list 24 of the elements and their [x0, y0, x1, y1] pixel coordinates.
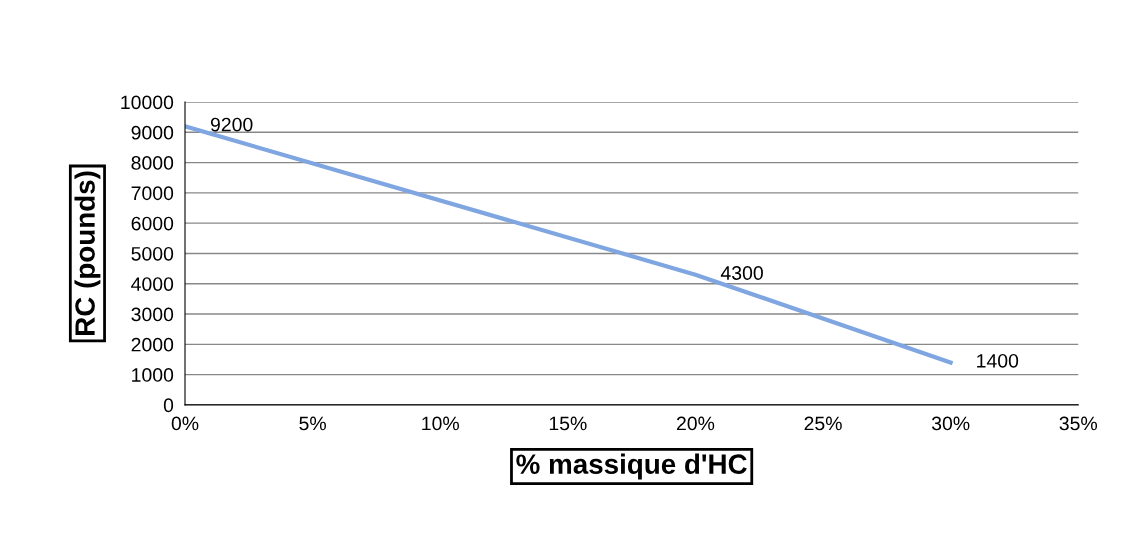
y-tick-label: 0 [163, 398, 174, 413]
x-tick-label: 30% [931, 416, 970, 431]
x-tick-label: 15% [549, 416, 587, 431]
x-tick-label: 35% [1059, 416, 1098, 431]
x-axis-title: % massique d'HC [516, 453, 747, 480]
data-label: 4300 [720, 266, 763, 280]
y-tick-label: 2000 [131, 337, 174, 352]
y-tick-label: 4000 [131, 277, 174, 291]
y-tick-label: 6000 [131, 216, 174, 231]
x-tick-label: 5% [299, 416, 326, 431]
data-label: 9200 [210, 117, 253, 132]
y-axis-title: RC (pounds) [74, 171, 101, 335]
x-tick-label: 0% [171, 416, 199, 431]
y-tick-label: 1000 [132, 368, 174, 382]
y-tick-label: 5000 [131, 246, 174, 261]
y-tick-label: 9000 [131, 125, 174, 140]
y-tick-label: 10000 [121, 95, 174, 110]
y-tick-label: 8000 [131, 156, 174, 170]
y-tick-label: 3000 [131, 307, 174, 322]
x-tick-label: 10% [422, 416, 459, 431]
data-label: 1400 [977, 353, 1019, 368]
x-tick-label: 20% [676, 416, 715, 431]
x-tick-label: 25% [804, 416, 842, 431]
y-tick-label: 7000 [131, 186, 174, 201]
